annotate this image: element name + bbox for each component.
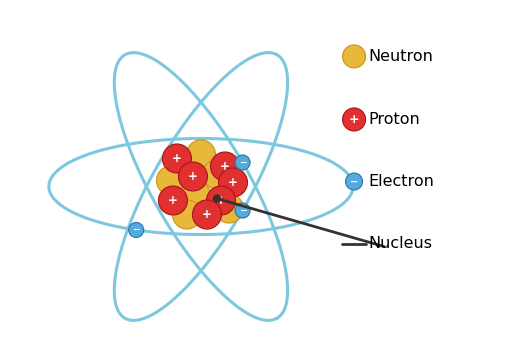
Circle shape bbox=[179, 162, 207, 191]
Circle shape bbox=[214, 195, 221, 202]
Circle shape bbox=[210, 152, 240, 181]
Text: +: + bbox=[228, 176, 238, 189]
Circle shape bbox=[235, 155, 250, 170]
Text: −: − bbox=[133, 225, 140, 234]
Circle shape bbox=[215, 194, 244, 223]
Circle shape bbox=[193, 200, 222, 229]
Circle shape bbox=[186, 140, 216, 169]
Text: Nucleus: Nucleus bbox=[368, 236, 432, 251]
Circle shape bbox=[235, 203, 250, 218]
Circle shape bbox=[162, 144, 191, 173]
Text: +: + bbox=[168, 194, 178, 207]
Circle shape bbox=[182, 182, 211, 211]
Text: +: + bbox=[172, 152, 182, 165]
Circle shape bbox=[343, 108, 366, 131]
Circle shape bbox=[173, 200, 201, 229]
Circle shape bbox=[202, 160, 231, 189]
Text: Neutron: Neutron bbox=[368, 49, 433, 64]
Circle shape bbox=[343, 45, 366, 68]
Circle shape bbox=[158, 186, 187, 215]
Text: +: + bbox=[188, 170, 198, 183]
Text: −: − bbox=[239, 206, 246, 215]
Text: +: + bbox=[220, 160, 230, 173]
Text: +: + bbox=[216, 194, 226, 207]
Text: Electron: Electron bbox=[368, 174, 434, 189]
Circle shape bbox=[129, 223, 144, 237]
Circle shape bbox=[219, 168, 247, 197]
Circle shape bbox=[346, 173, 362, 190]
Text: Proton: Proton bbox=[368, 112, 420, 127]
Circle shape bbox=[157, 166, 185, 195]
Text: −: − bbox=[239, 158, 246, 167]
Text: −: − bbox=[350, 176, 358, 187]
Text: +: + bbox=[202, 208, 212, 221]
Text: +: + bbox=[349, 113, 359, 126]
Circle shape bbox=[206, 186, 236, 215]
